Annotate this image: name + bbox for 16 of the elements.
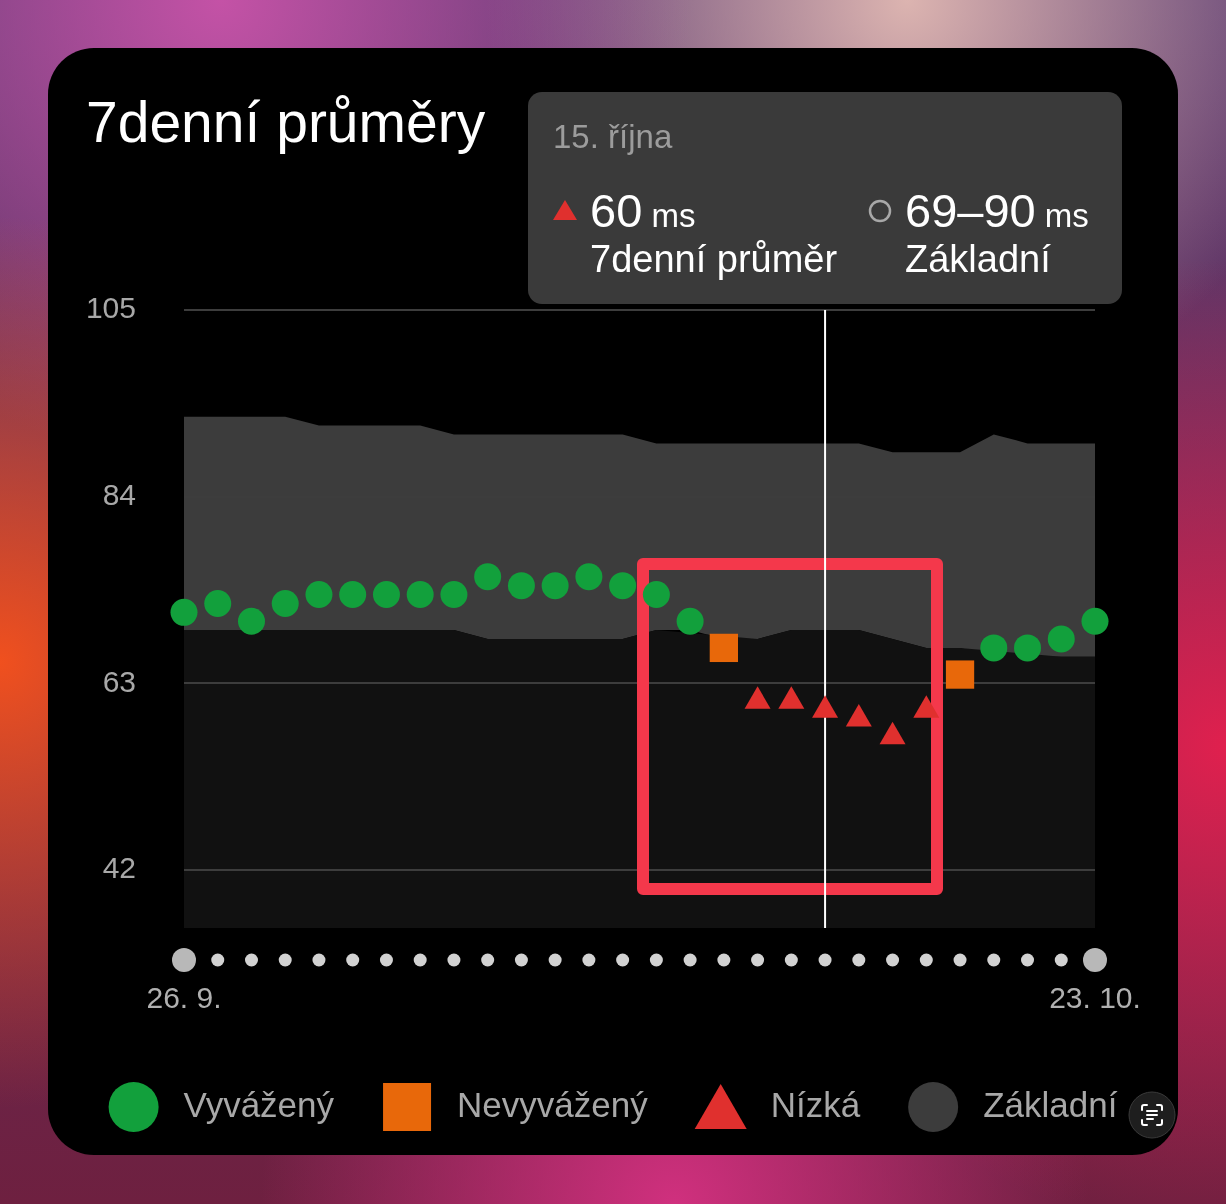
text: 7denní průměr: [590, 238, 838, 280]
legend-label: Základní: [983, 1084, 1118, 1124]
y-tick-label: 42: [102, 851, 136, 885]
text: 69–90 ms: [905, 184, 1089, 237]
y-tick-label: 105: [85, 291, 136, 325]
y-tick-label: 63: [102, 664, 136, 698]
legend-label: Nízká: [770, 1084, 861, 1124]
chart-title: 7denní průměry: [86, 90, 486, 154]
x-tick-label: 23. 10.: [1049, 981, 1141, 1015]
text: 60 ms: [590, 184, 696, 237]
y-tick-label: 84: [102, 478, 136, 511]
text: Základní: [905, 238, 1051, 280]
text: 15. října: [553, 118, 673, 155]
x-tick-label: 26. 9.: [146, 981, 222, 1015]
legend-label: Vyvážený: [183, 1084, 335, 1124]
legend-label: Nevyvážený: [457, 1084, 649, 1124]
